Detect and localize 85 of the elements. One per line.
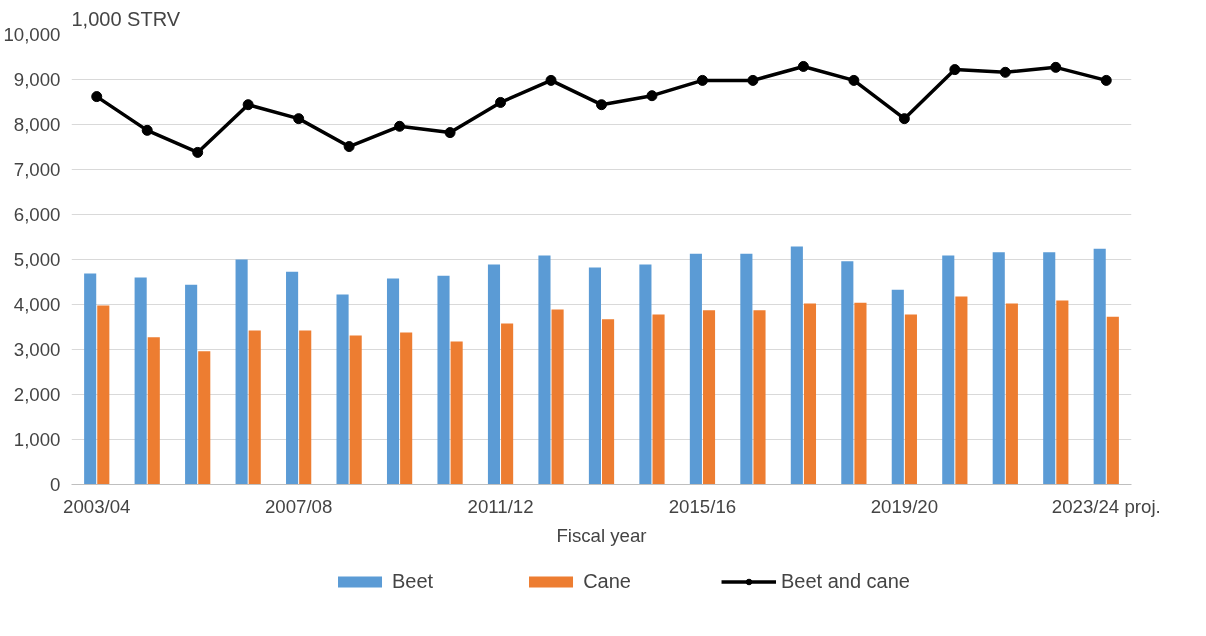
point — [242, 99, 254, 111]
x-tick-label: 2015/16 — [668, 495, 737, 517]
bar — [501, 323, 514, 485]
point — [949, 64, 961, 76]
bar — [450, 341, 463, 485]
legend-label: Beet and cane — [780, 569, 910, 593]
bar — [992, 252, 1005, 485]
bar — [147, 337, 160, 485]
point — [696, 74, 708, 86]
bar — [602, 319, 615, 485]
bar — [689, 253, 702, 485]
bar — [1005, 303, 1018, 485]
bar — [134, 277, 147, 485]
bar — [487, 264, 501, 485]
point — [343, 141, 355, 153]
y-tick-label: 3,000 — [13, 339, 61, 360]
bar — [652, 314, 665, 485]
y-tick-label: 1,000 — [13, 429, 61, 450]
point — [444, 127, 456, 139]
bar — [753, 310, 766, 485]
bar — [551, 309, 564, 485]
y-tick-label: 10,000 — [3, 24, 61, 45]
bar — [1106, 316, 1119, 485]
bar — [803, 303, 817, 485]
point — [646, 90, 658, 102]
bar — [185, 284, 198, 485]
bar — [336, 294, 349, 485]
point — [848, 74, 860, 86]
point — [999, 66, 1011, 78]
bar — [955, 296, 968, 485]
bar — [904, 314, 917, 485]
legend-label: Cane — [583, 569, 631, 593]
x-tick-label: 2007/08 — [264, 495, 333, 517]
point — [898, 113, 910, 125]
bar — [1093, 248, 1106, 485]
point — [141, 124, 153, 136]
y-tick-label: 8,000 — [13, 114, 61, 135]
x-tick-label: 2023/24 proj. — [1051, 495, 1161, 517]
bar — [299, 330, 312, 485]
point — [495, 96, 507, 108]
bar — [702, 310, 716, 485]
bar — [386, 278, 400, 485]
y-tick-label: 2,000 — [13, 384, 61, 405]
bar — [891, 289, 904, 485]
point — [1050, 61, 1062, 73]
x-tick-label: 2011/12 — [467, 495, 534, 517]
bar — [1043, 252, 1056, 485]
bar — [740, 253, 753, 485]
point — [293, 113, 305, 125]
y-axis-title: 1,000 STRV — [71, 7, 181, 30]
bar — [400, 332, 413, 485]
bar — [235, 259, 248, 485]
y-tick-label: 7,000 — [13, 159, 61, 180]
point — [91, 91, 103, 103]
legend-label: Beet — [392, 569, 434, 593]
bar — [639, 264, 652, 485]
y-tick-label: 0 — [50, 474, 61, 495]
bar — [349, 335, 362, 485]
bar — [790, 246, 803, 485]
x-tick-label: 2019/20 — [870, 495, 939, 517]
point — [797, 60, 809, 72]
bar — [286, 271, 299, 485]
point — [596, 99, 607, 111]
bar — [248, 330, 261, 485]
point — [1100, 74, 1112, 86]
bar — [538, 255, 551, 485]
bar — [97, 305, 110, 485]
bar — [942, 255, 955, 485]
bar — [84, 273, 97, 485]
point — [545, 74, 557, 86]
bar — [1056, 300, 1069, 485]
y-tick-label: 5,000 — [13, 249, 61, 270]
x-tick-label: 2003/04 — [63, 495, 131, 517]
point — [192, 146, 204, 158]
point — [394, 120, 406, 132]
y-tick-label: 4,000 — [13, 294, 61, 315]
bar — [588, 267, 601, 485]
bar — [198, 351, 211, 485]
y-tick-label: 6,000 — [13, 204, 61, 225]
point — [747, 74, 759, 86]
y-tick-label: 9,000 — [13, 69, 61, 90]
bar — [854, 302, 867, 485]
bar — [841, 261, 854, 485]
bar — [437, 275, 450, 485]
x-axis-title: Fiscal year — [556, 524, 647, 546]
